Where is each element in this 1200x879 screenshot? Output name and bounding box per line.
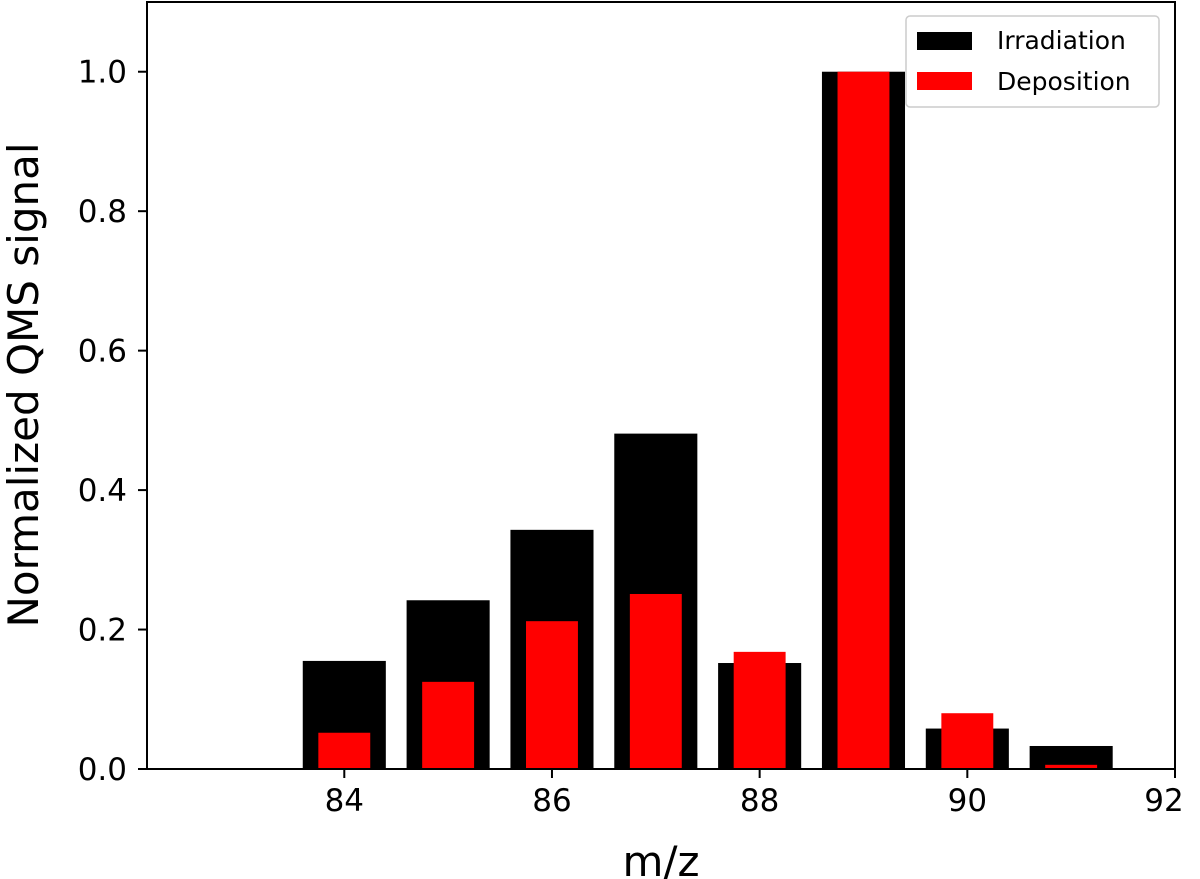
bar-irradiation-91 [1029,745,1113,769]
legend-swatch-deposition [917,72,972,90]
legend-label-deposition: Deposition [997,67,1131,96]
y-tick-label: 0.8 [78,194,127,230]
x-tick-label: 92 [1144,783,1183,819]
legend: Irradiation Deposition [905,15,1160,108]
bar-deposition-85 [422,681,475,769]
y-tick-label: 0.4 [78,473,127,509]
bars-layer [302,71,1113,769]
y-axis: 0.0 0.2 0.4 0.6 0.8 1.0 [78,55,147,788]
legend-swatch-irradiation [917,32,972,50]
x-axis: 84 86 88 90 92 [325,769,1184,819]
bar-deposition-90 [941,713,994,769]
bar-deposition-87 [629,593,682,769]
legend-label-irradiation: Irradiation [997,26,1126,55]
x-tick-label: 90 [948,783,987,819]
y-tick-label: 0.2 [78,613,127,649]
x-axis-label: m/z [622,837,699,879]
y-tick-label: 0.6 [78,334,127,370]
plot-frame [146,1,1176,770]
x-tick-label: 86 [532,783,571,819]
y-tick-label: 1.0 [78,55,127,91]
bar-deposition-84 [318,732,371,769]
x-tick-label: 88 [740,783,779,819]
bar-deposition-91 [1045,764,1098,769]
x-tick-label: 84 [325,783,364,819]
y-tick-label: 0.0 [78,752,127,788]
bar-deposition-89 [837,71,890,769]
bar-deposition-86 [526,621,578,769]
bar-deposition-88 [733,651,786,769]
y-axis-label: Normalized QMS signal [0,142,48,627]
